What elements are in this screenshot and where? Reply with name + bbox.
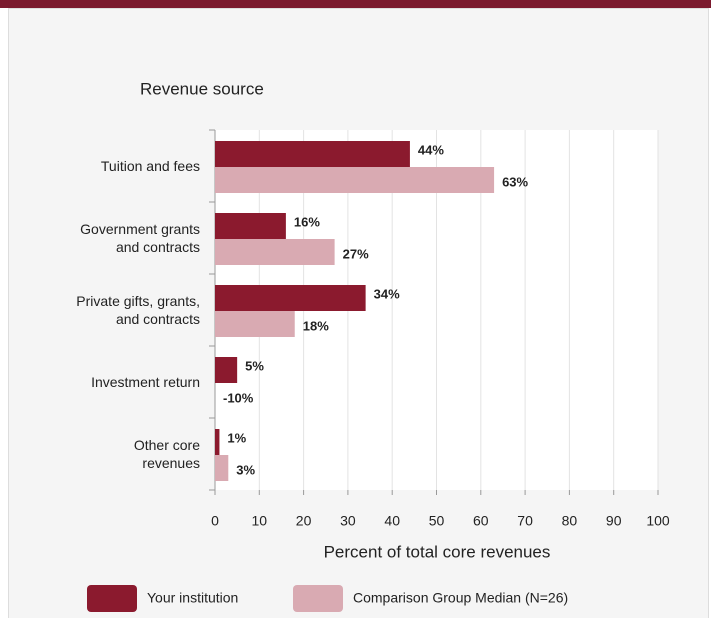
value-label: 34%	[374, 286, 400, 301]
legend-swatch	[293, 585, 343, 612]
y-tick-label: Investment return	[91, 374, 200, 390]
bar	[215, 357, 238, 383]
top-bar	[0, 0, 711, 8]
x-tick-label: 100	[646, 513, 670, 529]
bar	[215, 429, 220, 455]
x-tick-label: 20	[296, 513, 312, 529]
x-tick-label: 80	[562, 513, 578, 529]
bars	[215, 141, 495, 481]
value-label: 5%	[245, 358, 264, 373]
value-label: 27%	[343, 246, 369, 261]
y-tick-label: Other core revenues	[133, 437, 200, 471]
value-label: -10%	[223, 390, 254, 405]
x-tick-label: 10	[252, 513, 268, 529]
bar	[215, 455, 229, 481]
x-tick-label: 50	[429, 513, 445, 529]
value-label: 1%	[227, 430, 246, 445]
x-tick-label: 40	[384, 513, 400, 529]
bar	[215, 213, 286, 239]
x-axis-title: Percent of total core revenues	[324, 542, 551, 561]
legend-swatch	[87, 585, 137, 612]
x-tick-label: 70	[517, 513, 533, 529]
value-label: 63%	[502, 174, 528, 189]
x-tick-label: 30	[340, 513, 356, 529]
bar	[215, 239, 335, 265]
x-tick-label: 60	[473, 513, 489, 529]
bar	[215, 167, 495, 193]
legend-label: Your institution	[147, 590, 238, 606]
x-tick-label: 90	[606, 513, 622, 529]
legend-label: Comparison Group Median (N=26)	[353, 590, 568, 606]
bar	[215, 141, 410, 167]
bar	[215, 285, 366, 311]
bar	[215, 311, 295, 337]
y-tick-label: Private gifts, grants, and contracts	[76, 293, 200, 327]
value-label: 3%	[236, 462, 255, 477]
value-label: 18%	[303, 318, 329, 333]
value-label: 16%	[294, 214, 320, 229]
value-label: 44%	[418, 142, 444, 157]
y-tick-label: Tuition and fees	[100, 158, 200, 174]
y-tick-label: Government grants and contracts	[80, 221, 200, 255]
x-tick-label: 0	[211, 513, 219, 529]
chart-title: Revenue source	[140, 79, 264, 98]
